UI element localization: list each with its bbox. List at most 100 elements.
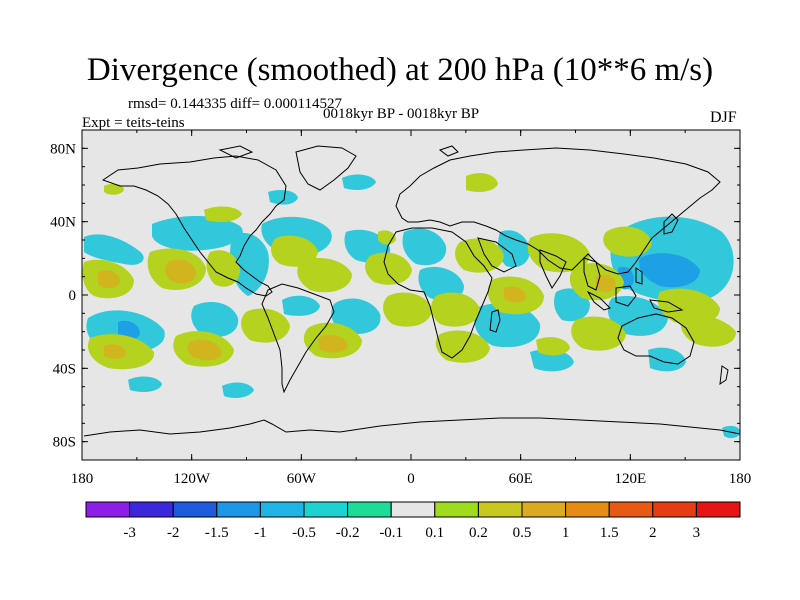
coastline-eurasia	[395, 147, 721, 275]
contour-negative	[229, 232, 269, 296]
lon-tick-label: 120E	[614, 471, 646, 487]
contour-positive	[383, 292, 432, 327]
lon-tick-label: 60W	[287, 471, 317, 487]
contour-negative	[648, 347, 686, 372]
colorbar-swatch	[303, 501, 349, 518]
contour-positive-strong	[318, 335, 348, 353]
colorbar-swatch	[434, 501, 479, 518]
stats-label: rmsd= 0.144335 diff= 0.000114527	[128, 96, 342, 112]
colorbar: -3 -2 -1.5 -1 -0.5 -0.2 -0.1 0.1 0.2 0.5 1 1.5 2 3	[85, 501, 741, 541]
coastline-india	[539, 249, 567, 289]
colorbar-swatch	[216, 501, 261, 518]
coastline-greenland	[295, 145, 357, 191]
contour-positive-strong	[165, 259, 196, 284]
contour-positive-strong	[104, 344, 126, 359]
colorbar-swatch	[608, 501, 654, 518]
colorbar-label: 0.2	[469, 525, 488, 541]
contour-negative	[268, 190, 298, 205]
divergence-field	[82, 173, 740, 439]
colorbar-label: -1	[254, 525, 267, 541]
colorbar-swatch	[390, 501, 436, 518]
contour-negative	[152, 215, 243, 251]
contour-negative	[474, 303, 541, 348]
coastline-philippines	[635, 267, 643, 285]
lon-tick-label: 120W	[173, 471, 211, 487]
colorbar-swatch	[477, 501, 523, 518]
colorbar-label: -1.5	[205, 525, 229, 541]
longitude-axis: 180 120W 60W 0 60E 120E 180	[71, 130, 752, 487]
contour-positive	[455, 238, 504, 273]
colorbar-swatch	[695, 501, 741, 518]
contour-positive	[527, 233, 590, 273]
map-title: Divergence (smoothed) at 200 hPa (10**6 …	[86, 52, 714, 88]
colorbar-label: -0.2	[336, 525, 360, 541]
coastline-sumatra	[586, 290, 611, 311]
contour-positive	[297, 258, 352, 293]
contour-positive	[657, 288, 720, 325]
contour-positive	[431, 292, 480, 327]
contour-negative	[331, 298, 381, 334]
coastline-new-guinea	[649, 299, 684, 313]
lon-tick-label: 180	[729, 471, 752, 487]
contour-positive	[680, 315, 736, 347]
colorbar-swatch	[172, 501, 218, 518]
lat-tick-label: 40S	[53, 361, 76, 377]
coastline-arabia	[477, 237, 517, 273]
coastline-japan	[663, 213, 679, 235]
contour-positive	[365, 252, 412, 285]
contour-negative	[402, 228, 447, 266]
contour-negative	[128, 376, 162, 392]
season-label: DJF	[710, 109, 737, 126]
colorbar-swatch	[347, 501, 392, 518]
contour-negative	[191, 302, 239, 338]
contour-positive	[206, 250, 240, 287]
coastline-arctic-islands	[218, 145, 254, 159]
coastline-borneo	[615, 285, 637, 307]
coastlines	[83, 145, 741, 437]
lat-tick-label: 0	[69, 288, 77, 304]
colorbar-label: -2	[167, 525, 180, 541]
colorbar-label: -0.5	[292, 525, 316, 541]
colorbar-label: 1	[562, 525, 570, 541]
contour-negative	[342, 174, 376, 190]
contour-positive	[466, 173, 498, 192]
lat-tick-label: 80N	[50, 141, 76, 157]
contour-positive-strong	[504, 286, 526, 303]
coastline-australia	[617, 313, 695, 365]
colorbar-label: 1.5	[600, 525, 619, 541]
colorbar-label: 0.5	[513, 525, 532, 541]
contour-positive-strong	[98, 270, 120, 289]
experiment-label: Expt = teits-teins	[82, 115, 185, 131]
colorbar-label: 3	[693, 525, 701, 541]
latitude-axis: 80N 40N 0 40S 80S	[50, 129, 740, 461]
contour-positive	[571, 316, 626, 351]
contour-negative	[282, 295, 320, 316]
coastline-indochina	[583, 257, 601, 291]
coastline-antarctica	[83, 417, 741, 437]
contour-negative	[530, 349, 574, 372]
contour-positive	[378, 230, 396, 245]
contour-negative	[222, 382, 254, 398]
contour-positive	[104, 183, 124, 195]
contour-positive	[603, 226, 652, 257]
colorbar-swatch	[565, 501, 610, 518]
colorbar-label: 2	[649, 525, 657, 541]
contour-negative-strong	[639, 253, 700, 288]
contour-negative	[498, 230, 530, 268]
contour-positive	[204, 206, 242, 222]
colorbar-label: 0.1	[425, 525, 444, 541]
colorbar-swatch	[85, 501, 131, 518]
colorbar-swatch	[129, 501, 174, 518]
contour-positive	[435, 330, 490, 363]
coastline-arctic-islands	[438, 145, 459, 157]
lon-tick-label: 0	[407, 471, 415, 487]
colorbar-label: -0.1	[379, 525, 403, 541]
contour-positive-strong	[596, 274, 616, 293]
period-label: 0018kyr BP - 0018kyr BP	[323, 106, 480, 122]
contour-positive	[536, 337, 570, 356]
coastline-north-america	[101, 155, 287, 297]
colorbar-swatch	[652, 501, 697, 518]
lat-tick-label: 40N	[50, 215, 76, 231]
contour-negative	[418, 266, 464, 301]
